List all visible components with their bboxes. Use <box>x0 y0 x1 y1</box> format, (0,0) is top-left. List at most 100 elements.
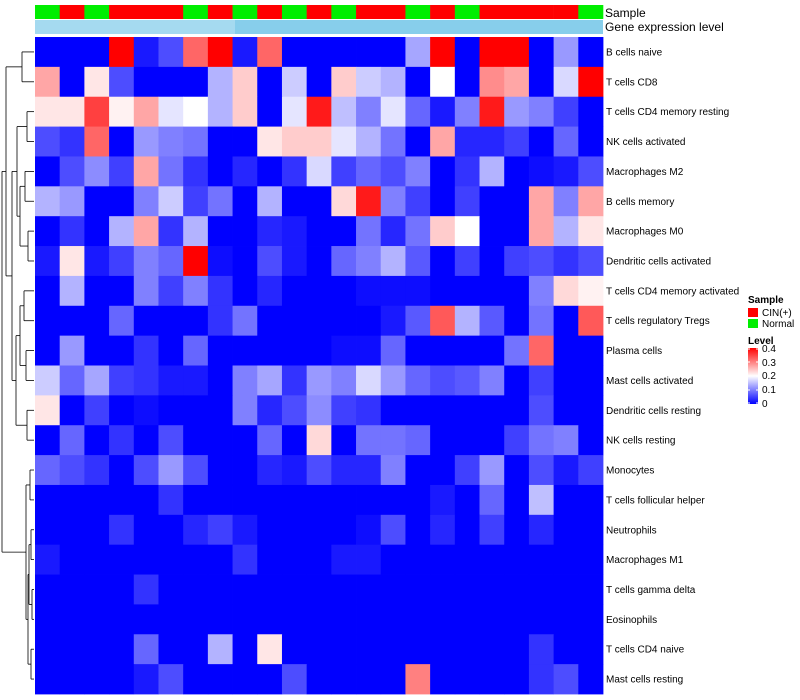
heatmap-cell <box>207 365 233 396</box>
heatmap-cell <box>479 634 505 665</box>
heatmap-cell <box>257 365 283 396</box>
heatmap-cell <box>553 574 579 605</box>
row-dendrogram <box>1 51 34 680</box>
heatmap-cell <box>405 246 431 277</box>
heatmap-cell <box>578 634 604 665</box>
heatmap-cell <box>356 305 382 337</box>
heatmap-cell <box>380 216 406 247</box>
heatmap-cell <box>109 66 135 98</box>
heatmap-cell <box>183 664 209 695</box>
heatmap-cell <box>430 216 456 247</box>
heatmap-cell <box>578 186 604 217</box>
heatmap-cell <box>281 455 308 486</box>
row-label: T cells CD8 <box>606 77 658 88</box>
heatmap-cell <box>35 634 61 665</box>
heatmap-cell <box>454 365 480 396</box>
heatmap-cell <box>59 604 85 635</box>
sample-annotation-cell <box>207 5 233 19</box>
heatmap-cell <box>158 305 184 337</box>
heatmap-cell <box>306 156 332 187</box>
heatmap-cell <box>553 484 579 516</box>
heatmap-cell <box>84 37 110 68</box>
heatmap-cell <box>158 395 184 426</box>
heatmap-cell <box>109 156 135 187</box>
heatmap-cell <box>35 66 61 98</box>
heatmap-cell <box>257 604 283 635</box>
heatmap-cell <box>109 275 135 307</box>
heatmap-cell <box>207 335 233 366</box>
heatmap-cell <box>207 544 233 575</box>
heatmap-cell <box>430 544 456 575</box>
heatmap-cell <box>306 365 332 396</box>
heatmap-cell <box>207 66 233 98</box>
heatmap-cell <box>133 365 159 396</box>
heatmap-cell <box>479 574 505 605</box>
heatmap-cell <box>504 604 530 635</box>
sample-annotation-bar <box>35 5 604 19</box>
heatmap-cell <box>306 126 332 157</box>
heatmap-cell <box>504 216 530 247</box>
heatmap-cell <box>356 604 382 635</box>
heatmap-cell <box>281 37 308 68</box>
heatmap-cell <box>84 574 110 605</box>
heatmap-cell <box>281 514 308 546</box>
expression-annotation-cell <box>35 20 603 34</box>
sample-annotation-cell <box>553 5 579 19</box>
heatmap-cell <box>454 425 480 456</box>
heatmap-cell <box>356 514 382 546</box>
heatmap-cell <box>59 37 85 68</box>
heatmap-cell <box>430 126 456 157</box>
sample-legend-title: Sample <box>748 295 784 306</box>
heatmap-cell <box>257 574 283 605</box>
heatmap-cell <box>207 216 233 247</box>
heatmap-cell <box>257 335 283 366</box>
row-label: Macrophages M1 <box>606 555 684 566</box>
heatmap-cell <box>553 664 579 695</box>
heatmap-cell <box>183 365 209 396</box>
heatmap-cell <box>109 305 135 337</box>
sample-annotation-cell <box>479 5 505 19</box>
heatmap-cell <box>553 96 579 127</box>
heatmap-cell <box>232 484 258 516</box>
heatmap-cell <box>356 186 382 217</box>
heatmap-cell <box>380 305 406 337</box>
expression-annotation-bar <box>35 20 603 34</box>
heatmap-cell <box>158 96 184 127</box>
heatmap-cell <box>109 484 135 516</box>
heatmap-cell <box>405 604 431 635</box>
heatmap-cell <box>257 156 283 187</box>
sample-annotation-cell <box>232 5 258 19</box>
heatmap-cell <box>133 246 159 277</box>
heatmap-cell <box>59 544 85 575</box>
heatmap-cell <box>553 37 579 68</box>
heatmap-cell <box>133 634 159 665</box>
heatmap-cell <box>306 335 332 366</box>
heatmap-cell <box>331 544 357 575</box>
heatmap-cell <box>109 604 135 635</box>
heatmap-cell <box>331 275 357 307</box>
heatmap-cell <box>553 425 579 456</box>
heatmap-cell <box>430 425 456 456</box>
heatmap-cell <box>405 156 431 187</box>
level-tick-0: 0 <box>762 399 768 410</box>
heatmap-cell <box>479 275 505 307</box>
row-label: T cells follicular helper <box>606 495 705 506</box>
heatmap-cell <box>454 335 480 366</box>
heatmap-cell <box>504 634 530 665</box>
heatmap-cell <box>356 66 382 98</box>
heatmap-cell <box>306 305 332 337</box>
heatmap-cell <box>578 395 604 426</box>
heatmap-cell <box>405 484 431 516</box>
heatmap-cell <box>356 634 382 665</box>
heatmap-cell <box>158 514 184 546</box>
heatmap-cell <box>257 634 283 665</box>
legend-swatch-cin <box>748 308 758 317</box>
row-label: B cells memory <box>606 197 674 208</box>
level-legend: Level 0.4 0.3 0.2 0.1 0 <box>748 336 776 410</box>
sample-annotation-cell <box>380 5 406 19</box>
heatmap-cell <box>454 126 480 157</box>
heatmap-cell <box>380 96 406 127</box>
sample-annotation-cell <box>430 5 456 19</box>
heatmap-cell <box>504 275 530 307</box>
row-label: T cells CD4 memory resting <box>606 107 729 118</box>
